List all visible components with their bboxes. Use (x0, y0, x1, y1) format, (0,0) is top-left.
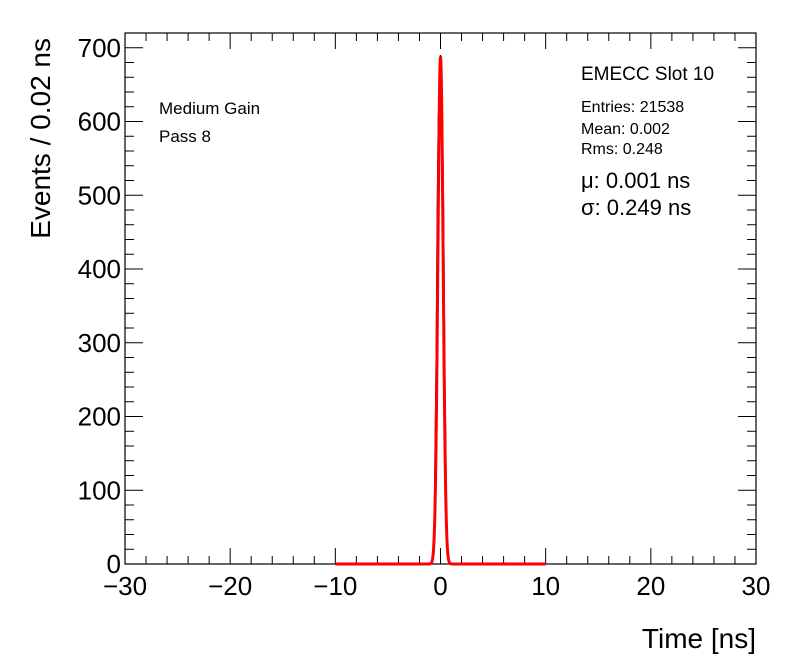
y-tick-label: 200 (78, 402, 121, 432)
x-tick-label: −10 (313, 571, 357, 601)
data-series (335, 55, 546, 566)
y-tick-label: 300 (78, 328, 121, 358)
x-tick-label: −20 (208, 571, 252, 601)
x-tick-labels: −30 −20 −10 0 10 20 30 (103, 571, 771, 601)
y-tick-label: 600 (78, 107, 121, 137)
stats-rms: Rms: 0.248 (581, 141, 663, 158)
x-axis-title: Time [ns] (642, 623, 756, 654)
x-tick-label: −30 (103, 571, 147, 601)
gaussian-fit-curve (335, 56, 546, 566)
annotation-pass: Pass 8 (159, 127, 211, 146)
stats-entries: Entries: 21538 (581, 99, 684, 116)
x-tick-label: 30 (742, 571, 771, 601)
y-tick-label: 400 (78, 254, 121, 284)
axis-ticks (124, 32, 757, 565)
annotation-gain: Medium Gain (159, 99, 260, 118)
x-tick-label: 10 (531, 571, 560, 601)
y-tick-label: 500 (78, 180, 121, 210)
y-axis-title: Events / 0.02 ns (25, 38, 56, 239)
stats-title: EMECC Slot 10 (581, 64, 714, 85)
stats-mean: Mean: 0.002 (581, 121, 670, 138)
y-tick-labels: 0 100 200 300 400 500 600 700 (78, 33, 121, 579)
y-tick-label: 700 (78, 33, 121, 63)
x-tick-label: 20 (636, 571, 665, 601)
fit-sigma: σ: 0.249 ns (581, 195, 691, 220)
x-tick-label: 0 (433, 571, 447, 601)
y-tick-label: 0 (107, 549, 121, 579)
y-tick-label: 100 (78, 475, 121, 505)
fit-mu: μ: 0.001 ns (581, 168, 690, 193)
